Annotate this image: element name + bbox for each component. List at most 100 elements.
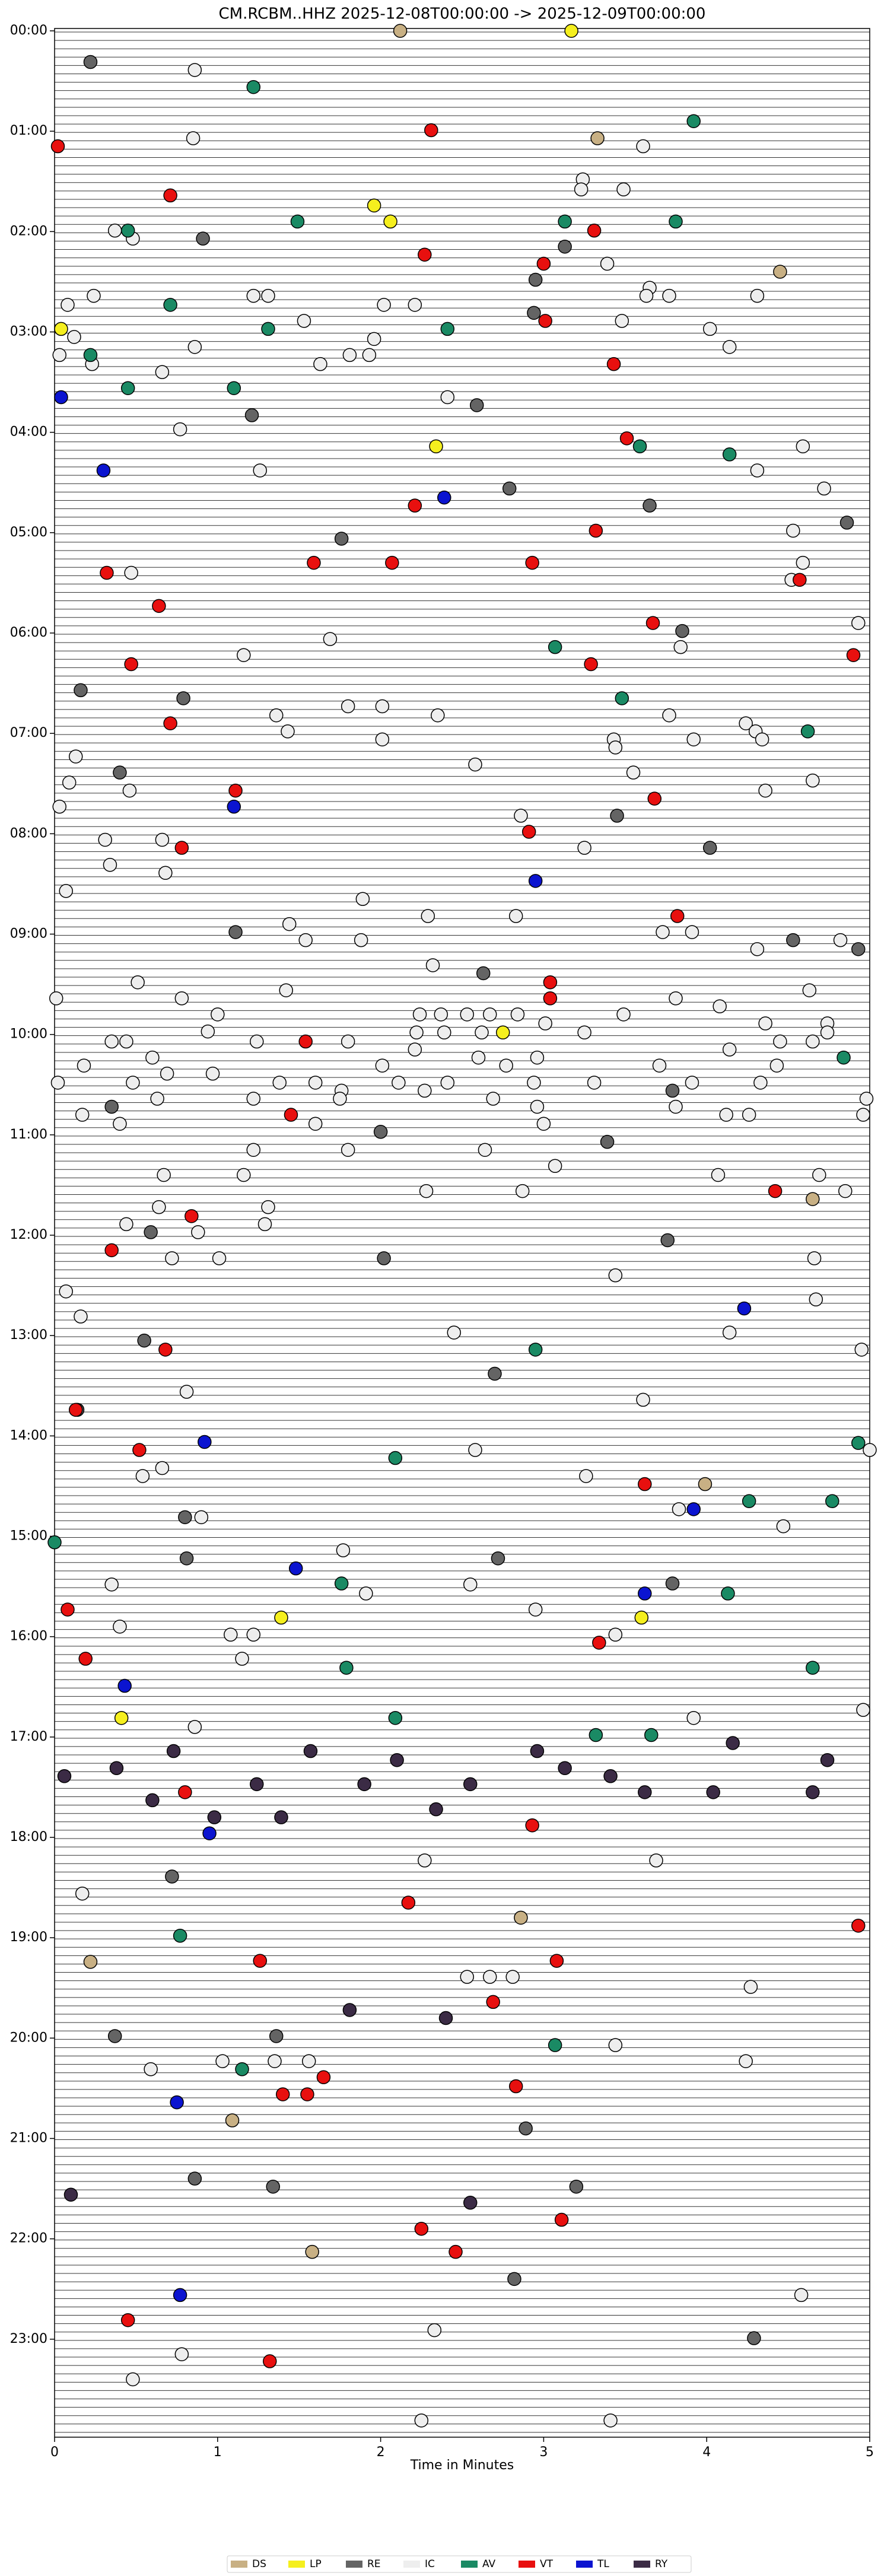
event-marker xyxy=(507,2272,521,2286)
event-marker xyxy=(107,2029,122,2043)
event-marker xyxy=(109,1761,124,1776)
event-marker xyxy=(228,925,243,939)
event-marker xyxy=(530,1744,545,1758)
event-marker xyxy=(726,1736,740,1750)
event-marker xyxy=(802,983,817,997)
event-marker xyxy=(574,182,589,197)
legend-swatch xyxy=(403,2561,420,2568)
event-marker xyxy=(253,463,267,478)
event-marker xyxy=(323,632,338,646)
event-marker xyxy=(113,765,127,780)
event-marker xyxy=(673,640,688,654)
legend-frame xyxy=(227,2555,692,2573)
event-marker xyxy=(530,1050,545,1065)
x-axis-label: Time in Minutes xyxy=(410,2458,514,2473)
event-marker xyxy=(750,463,765,478)
event-marker xyxy=(334,532,349,546)
legend-label: TL xyxy=(597,2558,609,2570)
event-marker xyxy=(54,390,68,405)
event-marker xyxy=(269,708,284,723)
event-marker xyxy=(739,716,753,730)
event-marker xyxy=(742,1494,756,1509)
event-marker xyxy=(536,1117,551,1131)
event-marker xyxy=(652,1058,667,1073)
event-marker xyxy=(339,1661,354,1675)
event-marker xyxy=(52,348,66,362)
x-tick-label: 3 xyxy=(539,2445,548,2460)
y-tick-label: 17:00 xyxy=(10,1729,47,1744)
event-marker xyxy=(447,1325,462,1340)
event-marker xyxy=(806,773,820,788)
event-marker xyxy=(262,2354,277,2368)
event-marker xyxy=(250,1777,264,1792)
event-marker xyxy=(672,1502,686,1516)
y-tick-label: 23:00 xyxy=(10,2332,47,2346)
event-marker xyxy=(603,1769,618,1783)
event-marker xyxy=(145,1050,160,1065)
event-marker xyxy=(354,933,368,947)
event-marker xyxy=(800,724,815,739)
event-marker xyxy=(261,288,275,303)
event-marker xyxy=(113,1117,127,1131)
event-marker xyxy=(132,1443,147,1457)
event-marker xyxy=(305,2244,319,2259)
event-marker xyxy=(806,1034,820,1049)
event-marker xyxy=(253,1954,267,1968)
event-marker xyxy=(100,565,114,580)
x-tick-label: 5 xyxy=(866,2445,874,2460)
event-marker xyxy=(165,1869,179,1884)
y-tick-label: 21:00 xyxy=(10,2131,47,2146)
event-marker xyxy=(83,348,98,362)
event-marker xyxy=(269,2029,284,2043)
event-marker xyxy=(205,1066,220,1081)
event-marker xyxy=(52,799,66,814)
chart-title: CM.RCBM..HHZ 2025-12-08T00:00:00 -> 2025… xyxy=(219,5,706,23)
event-marker xyxy=(244,408,259,422)
event-marker xyxy=(495,1025,510,1040)
event-marker xyxy=(300,2087,314,2101)
event-marker xyxy=(488,1366,502,1381)
event-marker xyxy=(178,1510,192,1525)
event-marker xyxy=(341,699,355,714)
event-marker xyxy=(275,2087,290,2101)
event-marker xyxy=(502,481,517,496)
event-marker xyxy=(393,24,408,38)
event-marker xyxy=(514,809,528,823)
event-marker xyxy=(388,1451,403,1465)
event-marker xyxy=(333,1092,347,1106)
event-marker xyxy=(528,1602,543,1617)
event-marker xyxy=(187,1720,202,1734)
event-marker xyxy=(643,498,657,513)
event-marker xyxy=(166,1744,181,1758)
event-marker xyxy=(104,1099,119,1114)
event-marker xyxy=(750,288,765,303)
event-marker xyxy=(739,2054,753,2068)
event-marker xyxy=(49,991,63,1006)
event-marker xyxy=(460,1007,474,1022)
event-marker xyxy=(375,699,390,714)
y-tick-label: 00:00 xyxy=(10,23,47,38)
event-marker xyxy=(425,958,440,972)
event-marker xyxy=(408,1042,422,1057)
event-marker xyxy=(538,1016,552,1031)
event-marker xyxy=(434,1007,449,1022)
y-tick-label: 20:00 xyxy=(10,2030,47,2045)
event-marker xyxy=(616,182,631,197)
event-marker xyxy=(431,708,445,723)
event-marker xyxy=(155,365,170,379)
event-marker xyxy=(173,2288,187,2303)
event-marker xyxy=(510,1007,525,1022)
plot-frame xyxy=(54,28,870,2438)
event-marker xyxy=(61,298,75,312)
event-marker xyxy=(686,114,701,128)
event-marker xyxy=(301,2054,316,2068)
event-marker xyxy=(486,1092,500,1106)
event-marker xyxy=(191,1225,205,1239)
event-marker xyxy=(656,925,670,939)
event-marker xyxy=(670,909,685,923)
event-marker xyxy=(207,1810,222,1824)
event-marker xyxy=(440,390,455,405)
event-group xyxy=(49,63,877,2428)
y-tick-label: 06:00 xyxy=(10,625,47,640)
